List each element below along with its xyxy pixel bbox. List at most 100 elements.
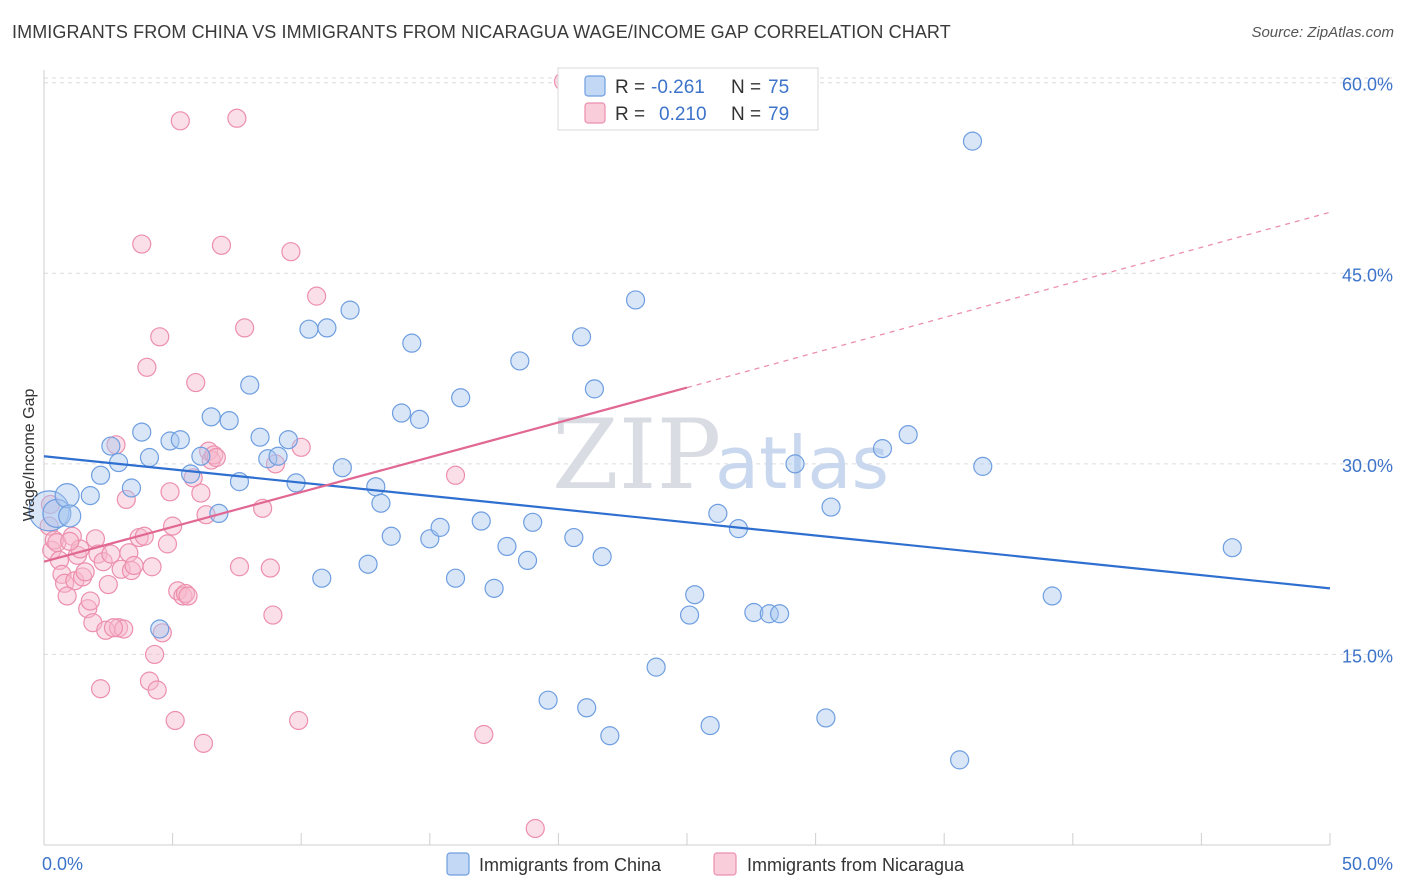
nicaragua-point-39 bbox=[147, 680, 167, 700]
china-point-42 bbox=[471, 511, 491, 531]
china-point-59 bbox=[700, 715, 720, 736]
nicaragua-point-52 bbox=[186, 372, 206, 393]
china-point-31 bbox=[358, 554, 378, 574]
y-tick-label-2: 45.0% bbox=[1342, 265, 1393, 285]
nicaragua-point-49 bbox=[175, 583, 196, 604]
china-point-33 bbox=[371, 493, 391, 513]
china-point-64 bbox=[769, 604, 790, 624]
nicaragua-point-7 bbox=[57, 586, 77, 606]
china-point-3 bbox=[58, 504, 82, 528]
nicaragua-point-65 bbox=[263, 605, 283, 625]
nicaragua-point-50 bbox=[178, 586, 198, 606]
nicaragua-point-15 bbox=[80, 591, 100, 611]
nicaragua-point-42 bbox=[157, 534, 178, 554]
nicaragua-point-27 bbox=[114, 619, 134, 639]
china-point-70 bbox=[950, 750, 970, 770]
china-point-47 bbox=[523, 512, 543, 532]
china-point-51 bbox=[577, 698, 597, 718]
china-point-0 bbox=[28, 490, 70, 532]
nicaragua-point-68 bbox=[289, 710, 309, 731]
nicaragua-point-12 bbox=[72, 567, 93, 587]
china-point-44 bbox=[497, 536, 517, 557]
china-point-54 bbox=[600, 726, 620, 746]
china-point-11 bbox=[150, 619, 170, 639]
china-point-20 bbox=[240, 375, 260, 395]
nicaragua-point-78 bbox=[206, 447, 226, 468]
china-point-15 bbox=[191, 446, 211, 466]
nicaragua-point-66 bbox=[260, 558, 280, 578]
nicaragua-point-62 bbox=[235, 318, 255, 338]
nicaragua-point-59 bbox=[211, 235, 232, 255]
nicaragua-point-33 bbox=[132, 234, 152, 254]
china-point-37 bbox=[409, 409, 430, 429]
china-point-48 bbox=[538, 690, 558, 710]
nicaragua-point-60 bbox=[227, 108, 247, 128]
nicaragua-point-38 bbox=[144, 644, 165, 665]
china-point-55 bbox=[625, 290, 646, 310]
china-point-62 bbox=[744, 602, 764, 623]
china-trend-line bbox=[43, 455, 1331, 590]
china-point-67 bbox=[821, 497, 841, 517]
nicaragua-point-73 bbox=[525, 818, 545, 839]
y-tick-labels: 15.0% 30.0% 45.0% 60.0% bbox=[1342, 75, 1393, 667]
nicaragua-point-54 bbox=[193, 733, 214, 753]
nicaragua-point-61 bbox=[229, 557, 250, 577]
nicaragua-point-67 bbox=[281, 242, 301, 262]
nicaragua-point-40 bbox=[150, 327, 170, 347]
nicaragua-point-37 bbox=[142, 557, 162, 577]
y-tick-label-0: 15.0% bbox=[1342, 646, 1393, 666]
china-point-50 bbox=[571, 327, 592, 347]
china-point-9 bbox=[132, 422, 152, 442]
legend-swatch-nicaragua bbox=[584, 102, 606, 124]
china-point-40 bbox=[445, 568, 466, 588]
legend-r-label-china: R = bbox=[615, 77, 645, 98]
legend-box: R = -0.261 N = 75 R = 0.210 N = 79 bbox=[557, 67, 819, 131]
nicaragua-point-47 bbox=[170, 111, 190, 131]
nicaragua-point-20 bbox=[93, 552, 113, 572]
china-point-34 bbox=[381, 526, 401, 546]
legend-n-label-nicaragua: N = bbox=[731, 104, 761, 125]
china-point-6 bbox=[101, 436, 121, 456]
chart-title: IMMIGRANTS FROM CHINA VS IMMIGRANTS FROM… bbox=[12, 22, 951, 42]
legend-r-value-nicaragua: 0.210 bbox=[659, 104, 707, 125]
china-point-2 bbox=[54, 483, 80, 509]
china-point-63 bbox=[759, 604, 779, 624]
china-point-36 bbox=[402, 333, 422, 353]
nicaragua-point-35 bbox=[137, 357, 157, 377]
legend-r-value-china: -0.261 bbox=[651, 77, 705, 98]
bottom-legend-swatch-nicaragua bbox=[713, 852, 737, 876]
china-point-14 bbox=[181, 464, 201, 484]
x-tick-labels: 0.0% 50.0% bbox=[42, 854, 1393, 874]
bottom-legend-label-nicaragua: Immigrants from Nicaragua bbox=[747, 855, 965, 875]
legend-r-label-nicaragua: R = bbox=[615, 104, 645, 125]
china-point-74 bbox=[1222, 538, 1242, 558]
china-point-60 bbox=[708, 503, 728, 524]
china-point-35 bbox=[391, 403, 412, 423]
china-point-66 bbox=[816, 708, 836, 728]
bottom-legend: Immigrants from China Immigrants from Ni… bbox=[446, 852, 965, 876]
bottom-legend-swatch-china bbox=[446, 852, 470, 876]
china-point-69 bbox=[898, 425, 918, 445]
nicaragua-point-2 bbox=[44, 530, 64, 550]
y-tick-label-1: 30.0% bbox=[1342, 456, 1393, 476]
nicaragua-point-22 bbox=[98, 574, 118, 595]
y-tick-label-3: 60.0% bbox=[1342, 75, 1393, 95]
china-point-30 bbox=[340, 300, 360, 320]
nicaragua-point-53 bbox=[191, 483, 211, 503]
china-point-5 bbox=[90, 465, 111, 485]
china-point-58 bbox=[685, 585, 705, 605]
china-point-71 bbox=[962, 131, 983, 151]
nicaragua-point-30 bbox=[121, 560, 142, 581]
china-point-65 bbox=[785, 454, 805, 474]
legend-n-label-china: N = bbox=[731, 77, 761, 98]
watermark-zip: ZIP bbox=[552, 399, 721, 511]
nicaragua-point-71 bbox=[445, 465, 466, 485]
china-point-10 bbox=[139, 447, 160, 468]
nicaragua-point-70 bbox=[307, 286, 327, 306]
china-point-57 bbox=[679, 605, 700, 625]
china-points bbox=[28, 131, 1242, 770]
china-point-26 bbox=[299, 319, 319, 339]
china-point-53 bbox=[592, 546, 612, 567]
china-point-49 bbox=[564, 527, 584, 548]
